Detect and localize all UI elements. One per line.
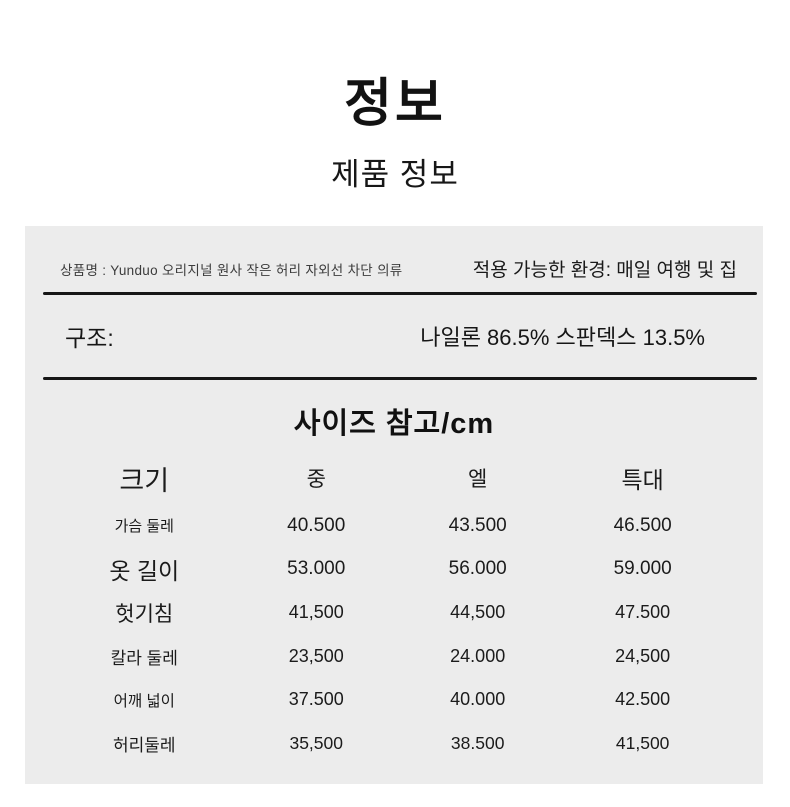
divider-line-top: [43, 292, 757, 295]
divider-line-bottom: [43, 377, 757, 380]
structure-label: 구조:: [65, 325, 114, 351]
table-row-collar: 칼라 둘레 23,500 24.000 24,500: [53, 635, 755, 679]
structure-value: 나일론 86.5% 스판덱스 13.5%: [420, 325, 705, 350]
row-value: 42.500: [615, 689, 671, 710]
row-label: 어깨 넓이: [113, 692, 175, 710]
size-table-header: 크기 중 엘 특대: [53, 452, 755, 504]
table-row-waist: 허리둘레 35,500 38.500 41,500: [53, 722, 755, 766]
row-label: 허리둘레: [112, 735, 176, 755]
size-section-title: 사이즈 참고/cm: [293, 408, 495, 440]
row-value: 59.000: [613, 558, 672, 580]
row-value: 56.000: [448, 558, 507, 580]
row-value: 35,500: [289, 732, 343, 753]
row-value: 24,500: [615, 645, 671, 666]
size-table: 크기 중 엘 특대 가슴 둘레 40.500 43.500 46.500 옷 길…: [25, 452, 763, 765]
row-value: 23,500: [288, 645, 344, 666]
applicable-environment-text: 적용 가능한 환경: 매일 여행 및 집: [472, 260, 737, 281]
row-value: 38.500: [450, 732, 505, 753]
row-label: 헛기침: [115, 602, 174, 626]
product-meta-row: 상품명 : Yunduo 오리지널 원사 작은 허리 자외선 차단 의류 적용 …: [25, 226, 763, 292]
product-name-text: 상품명 : Yunduo 오리지널 원사 작은 허리 자외선 차단 의류: [60, 263, 403, 278]
row-value: 40.000: [450, 689, 506, 710]
table-row-shoulder: 어깨 넓이 37.500 40.000 42.500: [53, 678, 755, 722]
row-value: 24.000: [450, 645, 506, 666]
structure-row: 구조: 나일론 86.5% 스판덱스 13.5%: [25, 295, 763, 377]
row-value: 43.500: [448, 514, 507, 536]
column-header-large: 엘: [468, 468, 488, 491]
column-header-medium: 중: [306, 468, 326, 491]
column-header-size: 크기: [119, 465, 170, 496]
page-subtitle: 제품 정보: [331, 157, 459, 193]
table-row-length: 옷 길이 53.000 56.000 59.000: [53, 548, 755, 592]
row-value: 41,500: [288, 602, 344, 623]
column-header-xlarge: 특대: [621, 467, 664, 493]
table-row-chest: 가슴 둘레 40.500 43.500 46.500: [53, 504, 755, 548]
product-info-panel: 상품명 : Yunduo 오리지널 원사 작은 허리 자외선 차단 의류 적용 …: [25, 226, 763, 784]
row-value: 41,500: [615, 732, 670, 753]
page-title: 정보: [344, 75, 446, 133]
row-label: 가슴 둘레: [114, 518, 174, 536]
row-label: 칼라 둘레: [110, 648, 178, 668]
table-row-hem: 헛기침 41,500 44,500 47.500: [53, 591, 755, 635]
row-value: 47.500: [615, 602, 671, 623]
row-value: 37.500: [288, 689, 344, 710]
row-value: 53.000: [287, 558, 346, 580]
row-value: 46.500: [613, 514, 672, 536]
row-value: 40.500: [287, 514, 346, 536]
row-label: 옷 길이: [109, 558, 180, 585]
row-value: 44,500: [450, 602, 506, 623]
